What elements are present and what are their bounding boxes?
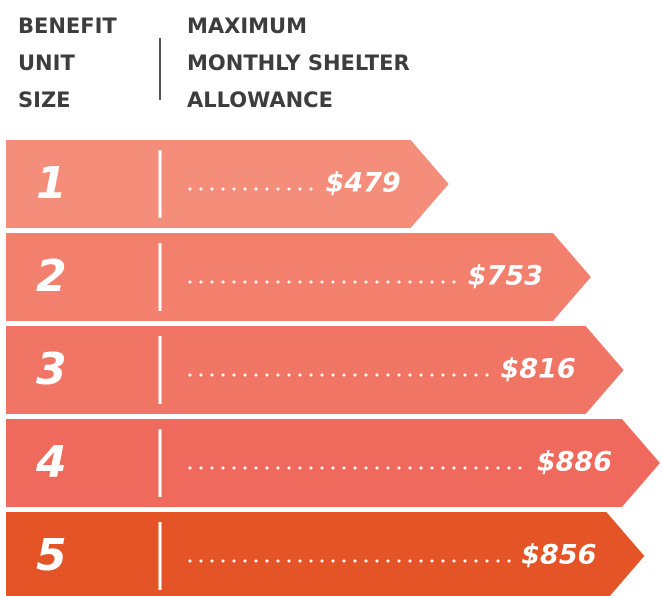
value-label: $753 [468, 261, 543, 292]
value-label: $816 [501, 354, 576, 385]
value-label: $886 [537, 447, 612, 478]
category-label: 3 [36, 344, 67, 395]
category-header: BENEFIT [18, 14, 117, 38]
category-label: 1 [36, 158, 67, 209]
bar [6, 419, 660, 507]
value-label: $479 [326, 168, 401, 199]
category-header: UNIT [18, 51, 75, 75]
category-label: 2 [36, 251, 67, 302]
value-header: MONTHLY SHELTER [187, 51, 410, 75]
category-label: 5 [36, 530, 67, 581]
bar [6, 512, 645, 596]
value-header: MAXIMUM [187, 14, 307, 38]
value-header: ALLOWANCE [187, 88, 333, 112]
value-label: $856 [521, 540, 596, 571]
bar [6, 140, 449, 228]
bar [6, 233, 591, 321]
category-label: 4 [35, 437, 67, 488]
category-header: SIZE [18, 88, 71, 112]
